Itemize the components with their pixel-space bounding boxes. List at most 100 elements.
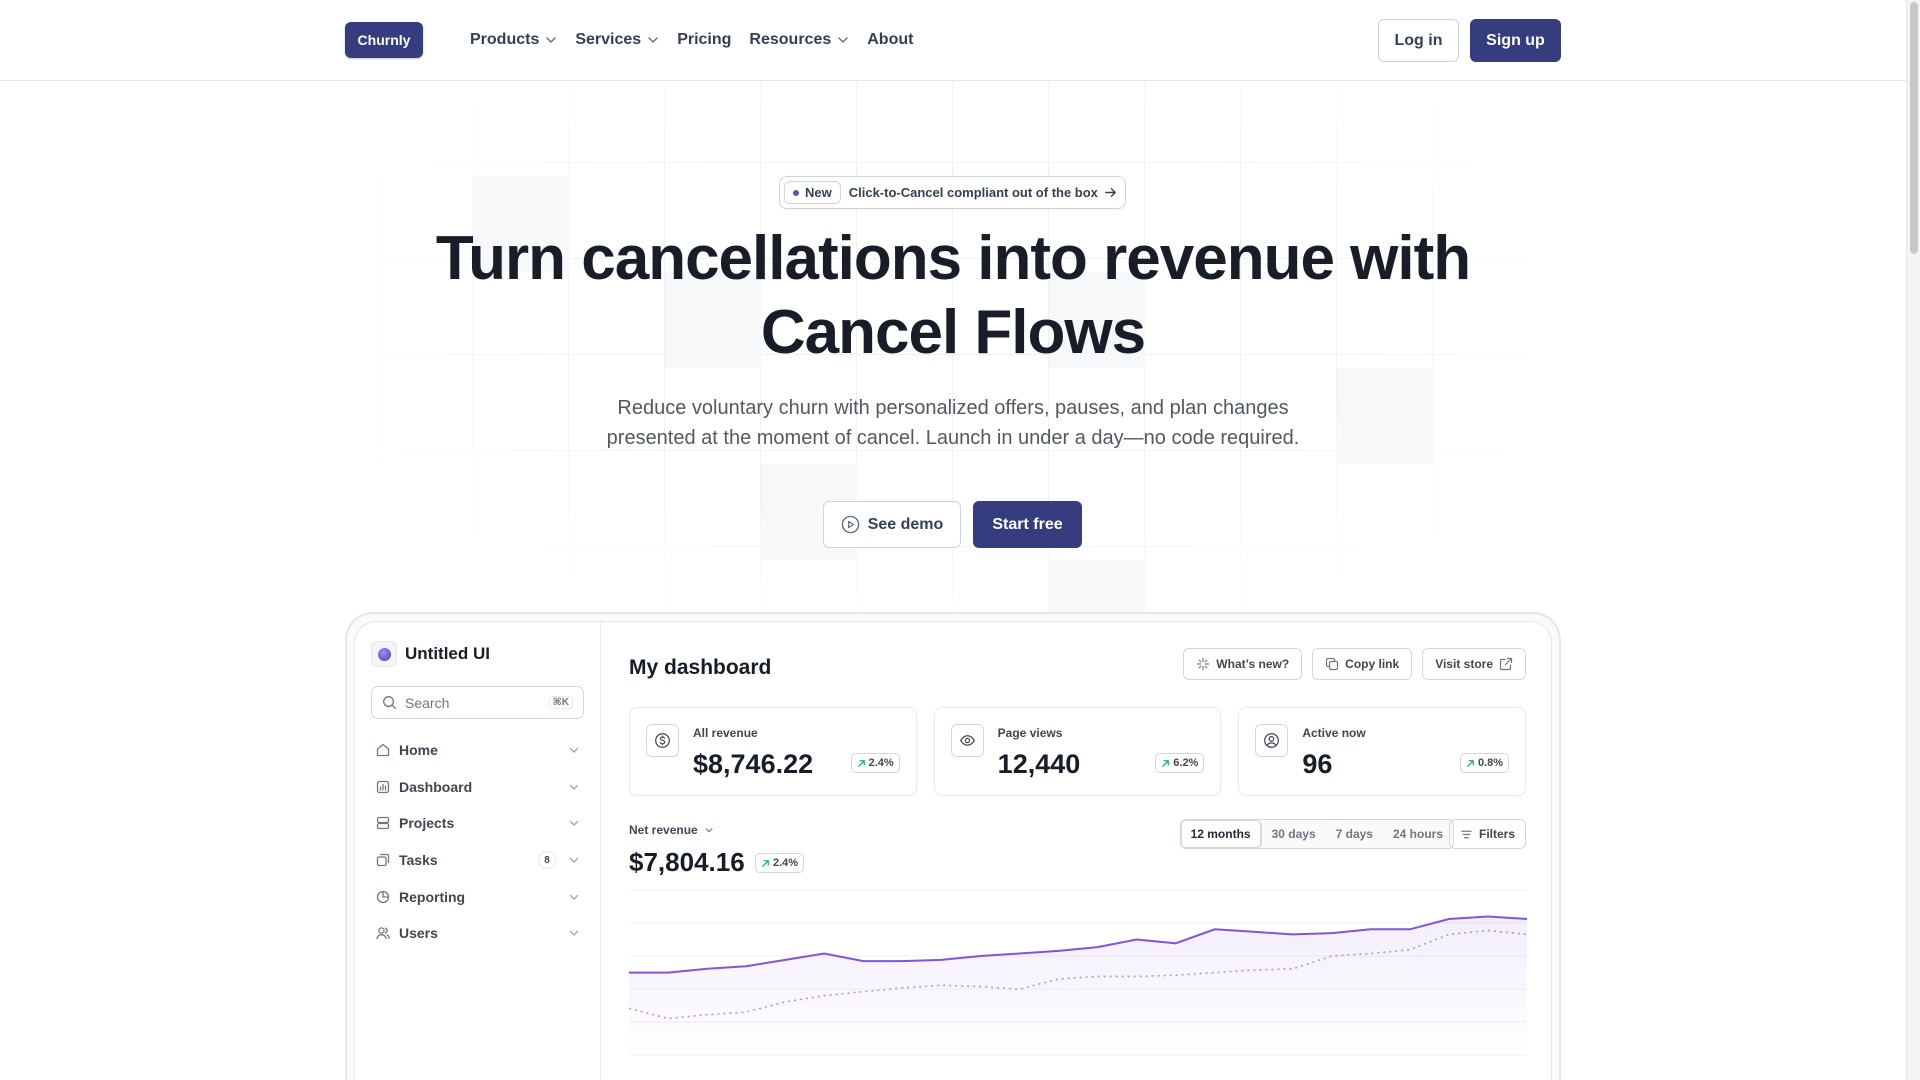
announcement-badge[interactable]: New Click-to-Cancel compliant out of the…: [779, 176, 1126, 209]
stat-card-all-revenue[interactable]: All revenue $8,746.22 2.4%: [629, 707, 917, 796]
trend-badge: 6.2%: [1155, 753, 1205, 773]
series-area: [629, 916, 1527, 1056]
chevron-down-icon: [648, 37, 658, 44]
home-icon: [376, 744, 390, 757]
chevron-down-icon: [569, 748, 579, 754]
arrow-right-icon: [1105, 188, 1116, 197]
start-free-button[interactable]: Start free: [973, 501, 1082, 548]
headline-line-2: Cancel Flows: [760, 298, 1146, 367]
sparkle-icon: [1197, 657, 1210, 671]
untitled-ui-logo-icon: [371, 641, 397, 667]
arrow-up-right-icon: [762, 859, 769, 867]
new-tag: New: [784, 181, 841, 204]
chevron-down-icon: [838, 37, 848, 44]
net-revenue-chart: [629, 889, 1527, 1056]
announcement-text: Click-to-Cancel compliant out of the box: [849, 185, 1117, 200]
arrow-up-right-icon: [1467, 759, 1474, 767]
copy-link-label: Copy link: [1345, 657, 1400, 671]
sidebar-item-label: Dashboard: [399, 778, 473, 795]
menu-services[interactable]: Services: [575, 31, 659, 49]
trend-value: 6.2%: [1173, 757, 1199, 769]
menu-products[interactable]: Products: [470, 31, 557, 49]
stat-label: All revenue: [693, 726, 758, 740]
grid-highlight-cell: [473, 176, 569, 272]
hero-headline: Turn cancellations into revenue with Can…: [300, 222, 1606, 370]
range-7-days[interactable]: 7 days: [1335, 827, 1373, 841]
whats-new-button[interactable]: What’s new?: [1183, 648, 1303, 680]
chevron-down-icon: [546, 37, 557, 44]
sign-up-button[interactable]: Sign up: [1470, 19, 1561, 62]
sidebar-item-label: Tasks: [399, 852, 438, 869]
sidebar-search-input[interactable]: Search ⌘K: [371, 686, 584, 719]
page-scrollbar[interactable]: [1906, 0, 1920, 1080]
users-icon: [376, 927, 390, 940]
sidebar-item-home[interactable]: Home: [371, 732, 584, 769]
whats-new-label: What’s new?: [1216, 657, 1290, 671]
search-icon: [383, 696, 397, 710]
grid-highlight-cell: [1337, 368, 1433, 464]
series-line-primary: [629, 915, 1527, 974]
menu-about[interactable]: About: [867, 31, 913, 49]
new-tag-label: New: [805, 185, 832, 200]
range-30-days[interactable]: 30 days: [1271, 827, 1316, 841]
see-demo-button[interactable]: See demo: [823, 501, 961, 548]
layers-icon: [376, 817, 390, 830]
menu-pricing[interactable]: Pricing: [677, 31, 731, 49]
sidebar-item-tasks[interactable]: Tasks 8: [371, 842, 584, 879]
range-24-hours[interactable]: 24 hours: [1392, 827, 1443, 841]
subhead-line-2: presented at the moment of cancel. Launc…: [606, 427, 1300, 449]
chevron-down-icon: [569, 931, 579, 937]
arrow-up-right-icon: [857, 759, 865, 767]
arrow-up-right-icon: [1162, 759, 1170, 767]
chevron-down-icon: [569, 857, 579, 864]
main-menu: Products Services Pricing Resources Abou…: [470, 28, 931, 52]
grid-highlight-cell: [1049, 272, 1145, 368]
sidebar-item-label: Reporting: [399, 888, 466, 905]
filter-lines-icon: [1461, 830, 1472, 838]
copy-link-button[interactable]: Copy link: [1312, 648, 1413, 680]
filters-button[interactable]: Filters: [1448, 819, 1526, 849]
log-in-button[interactable]: Log in: [1378, 19, 1459, 62]
grid-highlight-cell: [1049, 560, 1145, 612]
menu-resources[interactable]: Resources: [749, 31, 849, 49]
headline-line-1: Turn cancellations into revenue with: [435, 224, 1471, 293]
check-square-icon: [376, 853, 390, 867]
brand-logo[interactable]: Churnly: [345, 22, 423, 58]
visit-store-button[interactable]: Visit store: [1422, 648, 1526, 680]
dashboard-brand-name: Untitled UI: [405, 644, 490, 663]
sidebar-item-label: Projects: [399, 815, 455, 832]
chevron-down-icon: [705, 828, 713, 833]
range-12-months[interactable]: 12 months: [1180, 820, 1262, 848]
stats-row: All revenue $8,746.22 2.4% Page views 12…: [629, 707, 1527, 796]
hero-subheading: Reduce voluntary churn with personalized…: [560, 393, 1346, 453]
stat-card-page-views[interactable]: Page views 12,440 6.2%: [933, 707, 1222, 796]
net-revenue-value: $7,804.16: [629, 847, 745, 877]
play-circle-icon: [841, 515, 859, 534]
menu-services-label: Services: [575, 31, 642, 48]
scrollbar-thumb[interactable]: [1910, 2, 1918, 254]
pie-chart-icon: [376, 890, 390, 903]
eye-icon: [950, 724, 984, 757]
dashboard-preview-frame: Untitled UI Search ⌘K Home Dashboard: [345, 612, 1561, 1080]
dashboard-brand[interactable]: Untitled UI: [371, 641, 490, 667]
trend-badge: 2.4%: [755, 853, 805, 873]
announcement-label: Click-to-Cancel compliant out of the box: [848, 185, 1098, 200]
search-shortcut: ⌘K: [548, 696, 573, 709]
net-revenue-label: Net revenue: [629, 823, 698, 837]
sidebar-item-reporting[interactable]: Reporting: [371, 878, 584, 915]
sidebar-nav: Home Dashboard Projects Tasks 8: [371, 732, 584, 952]
sidebar-item-users[interactable]: Users: [371, 915, 584, 952]
chevron-down-icon: [569, 894, 579, 900]
see-demo-label: See demo: [867, 515, 944, 533]
tasks-count-badge: 8: [538, 851, 556, 870]
chevron-down-icon: [569, 821, 579, 827]
dashboard-preview: Untitled UI Search ⌘K Home Dashboard: [354, 621, 1552, 1080]
grid-highlight-cell: [665, 272, 761, 368]
net-revenue-selector[interactable]: Net revenue: [629, 823, 714, 837]
series-line-comparison: [629, 929, 1527, 1020]
sidebar-item-dashboard[interactable]: Dashboard: [371, 769, 584, 806]
stat-value: 96: [1302, 749, 1333, 779]
stat-card-active-now[interactable]: Active now 96 0.8%: [1238, 707, 1527, 796]
sidebar-item-projects[interactable]: Projects: [371, 805, 584, 842]
dashboard-actions: What’s new? Copy link Visit store: [1183, 648, 1526, 680]
